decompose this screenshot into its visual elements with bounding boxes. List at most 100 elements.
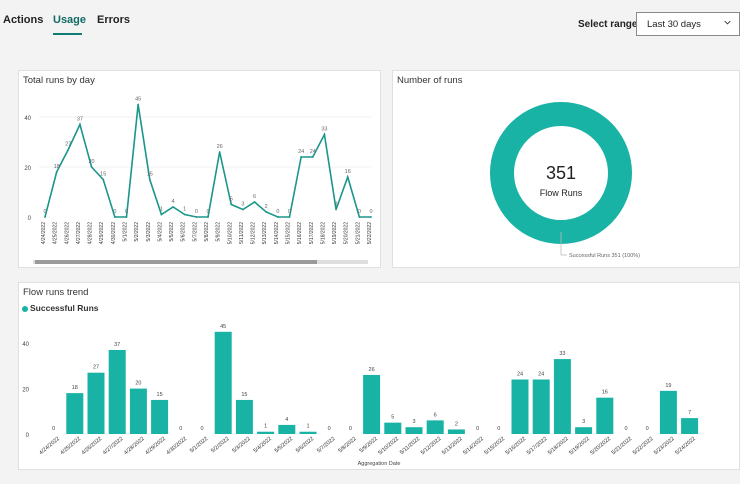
data-point	[346, 176, 349, 178]
data-point	[335, 208, 337, 211]
x-tick-label: 5/11/2022	[239, 222, 245, 244]
data-label: 0	[113, 209, 116, 215]
bar-value-label: 0	[476, 426, 479, 432]
x-tick-label: 5/5/2022	[169, 222, 175, 242]
data-label: 0	[43, 209, 46, 215]
x-tick-label: 5/16/2022	[297, 222, 303, 244]
x-tick-label: 5/20/2022	[589, 436, 612, 456]
bar	[214, 331, 232, 434]
data-label: 20	[89, 159, 95, 165]
bar-value-label: 2	[455, 421, 458, 427]
data-point	[79, 123, 81, 126]
bar	[66, 393, 84, 434]
bar	[87, 372, 105, 434]
data-label: 0	[288, 209, 291, 215]
bar	[405, 427, 423, 434]
data-label: 15	[100, 172, 106, 178]
x-tick-label: 5/9/2022	[216, 222, 222, 242]
bar-value-label: 4	[285, 417, 288, 423]
x-tick-label: 5/6/2022	[295, 436, 315, 454]
bar	[108, 349, 126, 434]
x-tick-label: 5/1/2022	[123, 222, 129, 242]
top-bar: Actions Usage Errors Select range Last 3…	[0, 0, 740, 62]
data-point	[90, 166, 93, 168]
data-point	[195, 216, 198, 218]
x-tick-label: 5/4/2022	[253, 436, 273, 454]
x-tick-label: 4/30/2022	[165, 436, 188, 456]
bar	[447, 429, 465, 434]
runs-by-day-panel: Total runs by day 0 20 40 0 18 27 37 20 15 0 0 45 15…	[18, 70, 381, 268]
bar-value-label: 16	[602, 390, 608, 396]
x-tick-label: 5/12/2022	[420, 436, 443, 456]
x-tick-label: 5/2/2022	[210, 436, 230, 454]
bar	[659, 390, 677, 434]
data-label: 27	[65, 142, 71, 148]
x-tick-label: 5/23/2022	[653, 436, 676, 456]
x-tick-label: 5/3/2022	[146, 222, 152, 242]
tab-actions[interactable]: Actions	[3, 14, 44, 26]
bar-value-label: 0	[52, 426, 55, 432]
data-label: 15	[147, 172, 153, 178]
data-label: 37	[77, 117, 83, 123]
x-tick-label: 4/25/2022	[59, 436, 82, 456]
data-point	[230, 203, 233, 206]
x-tick-label: 5/19/2022	[332, 222, 338, 244]
runs-by-day-title: Total runs by day	[23, 75, 95, 86]
data-label: 3	[335, 202, 338, 208]
x-tick-label: 5/13/2022	[262, 222, 268, 244]
x-tick-label: 4/29/2022	[99, 222, 105, 244]
legend-label: Successful Runs	[30, 303, 99, 313]
y-tick-label: 20	[24, 166, 31, 172]
donut-total-label: Flow Runs	[540, 188, 583, 198]
data-point	[265, 211, 268, 213]
data-point	[311, 156, 314, 158]
data-point	[358, 216, 361, 218]
tab-usage[interactable]: Usage	[53, 14, 87, 26]
range-select[interactable]: Last 30 days	[636, 12, 740, 36]
data-point	[183, 213, 186, 216]
donut-annotation: Successful Runs 351 (100%)	[569, 253, 640, 259]
x-tick-label: 5/8/2022	[204, 222, 210, 242]
data-label: 4	[172, 199, 175, 205]
number-of-runs-chart: 351 Flow Runs Successful Runs 351 (100%)	[490, 102, 640, 259]
data-point	[300, 156, 303, 158]
bar	[363, 374, 381, 434]
bar	[532, 379, 550, 434]
data-label: 3	[241, 202, 244, 208]
legend-swatch	[22, 305, 28, 312]
data-label: 33	[321, 127, 327, 133]
data-label: 0	[358, 209, 361, 215]
bar-value-label: 27	[93, 365, 99, 371]
x-tick-label: 5/19/2022	[568, 436, 591, 456]
scrollbar-thumb[interactable]	[35, 260, 317, 264]
data-label: 45	[135, 97, 141, 103]
data-point	[160, 213, 163, 216]
data-label: 26	[217, 144, 223, 150]
data-label: 18	[54, 164, 60, 170]
x-tick-label: 5/14/2022	[274, 222, 280, 244]
donut-total: 351	[546, 163, 576, 183]
x-tick-label: 4/25/2022	[53, 222, 59, 244]
x-tick-label: 4/30/2022	[111, 222, 117, 244]
x-tick-label: 5/11/2022	[399, 436, 421, 456]
data-point	[102, 178, 105, 181]
bar-value-label: 1	[264, 424, 267, 430]
bar	[278, 424, 296, 434]
x-tick-label: 4/24/2022	[41, 222, 47, 244]
data-label: 6	[253, 194, 256, 200]
x-tick-label: 5/9/2022	[359, 436, 379, 454]
bar	[235, 399, 253, 434]
bar-value-label: 24	[538, 372, 544, 378]
data-point	[148, 178, 151, 181]
bar-value-label: 7	[688, 410, 691, 416]
data-label: 0	[206, 209, 209, 215]
bar-value-label: 20	[135, 381, 141, 387]
data-point	[113, 216, 116, 218]
bar-value-label: 33	[559, 351, 565, 357]
data-point	[242, 208, 244, 211]
x-tick-label: 5/10/2022	[377, 436, 400, 456]
tab-errors[interactable]: Errors	[97, 14, 131, 26]
data-point	[370, 216, 372, 218]
x-tick-label: 5/17/2022	[526, 436, 549, 456]
range-select-value: Last 30 days	[647, 19, 701, 30]
